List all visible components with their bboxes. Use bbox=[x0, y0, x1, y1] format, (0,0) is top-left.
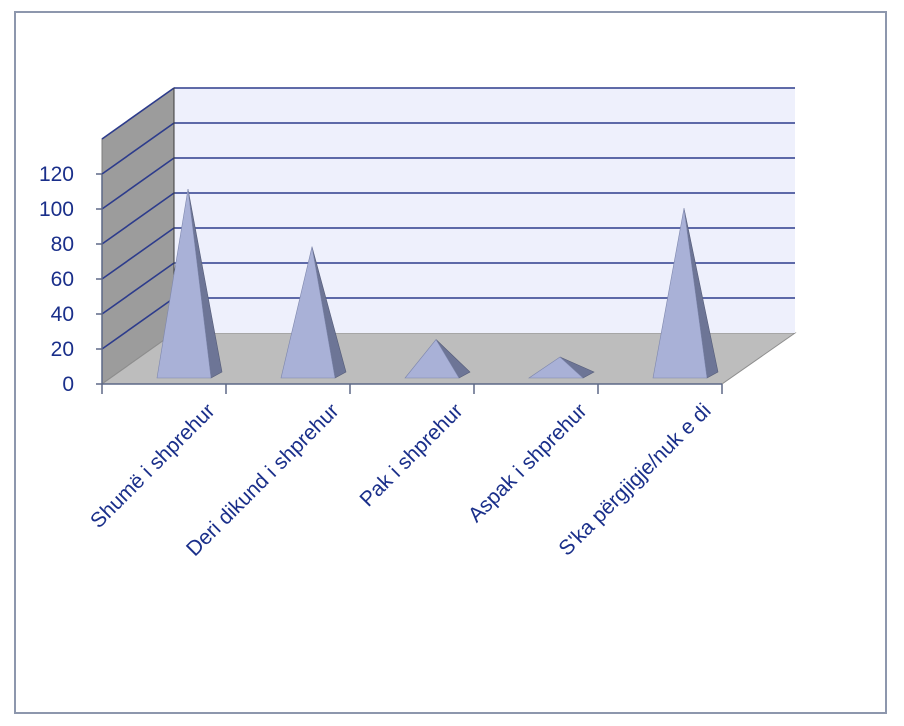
value-tick-label: 0 bbox=[62, 373, 74, 396]
gridline-side bbox=[101, 297, 175, 350]
value-tick-label: 60 bbox=[51, 268, 74, 291]
category-label: Aspak i shprehur bbox=[464, 399, 592, 527]
pyramid-bar bbox=[156, 188, 223, 379]
category-label: Shumë i shprehur bbox=[86, 399, 219, 532]
value-tick-label: 100 bbox=[39, 198, 74, 221]
pyramid-bar bbox=[528, 356, 595, 379]
pyramid-front-face bbox=[528, 356, 584, 379]
gridline-side bbox=[101, 227, 175, 280]
pyramid-front-face bbox=[156, 188, 212, 379]
pyramid-front-face bbox=[404, 338, 460, 379]
pyramid-front-face bbox=[280, 246, 336, 379]
value-tick-label: 20 bbox=[51, 338, 74, 361]
pyramid-bar bbox=[280, 246, 347, 379]
pyramid-front-face bbox=[652, 208, 708, 379]
pyramid-bar bbox=[404, 338, 471, 379]
value-axis: 0 20 40 60 80 100 120 bbox=[39, 163, 103, 396]
gridline-side bbox=[101, 192, 175, 245]
value-tick-label: 120 bbox=[39, 163, 74, 186]
gridline-side bbox=[101, 157, 175, 210]
gridline-side bbox=[101, 262, 175, 315]
value-tick-label: 40 bbox=[51, 303, 74, 326]
value-tick-label: 80 bbox=[51, 233, 74, 256]
category-label: Pak i shprehur bbox=[356, 399, 468, 511]
gridline-side bbox=[101, 122, 175, 175]
gridline-side bbox=[101, 87, 175, 140]
bars bbox=[156, 188, 719, 379]
pyramid-bar bbox=[652, 208, 719, 379]
